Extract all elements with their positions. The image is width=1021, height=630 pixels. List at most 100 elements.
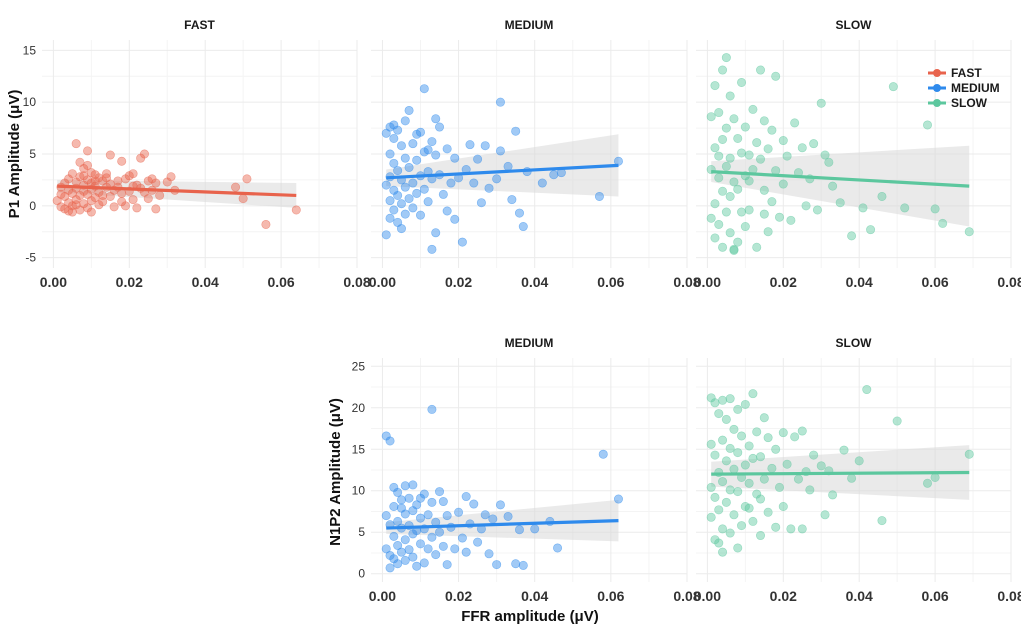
- data-point: [473, 154, 483, 164]
- data-point: [816, 461, 826, 471]
- data-point: [385, 213, 395, 223]
- data-point: [721, 456, 731, 466]
- data-point: [90, 193, 100, 203]
- data-point: [415, 539, 425, 549]
- data-point: [858, 203, 868, 213]
- panel-top-fast: FAST -5 0 5 10 15 0.00 0.02 0.04 0.06 0.08: [23, 18, 371, 290]
- data-point: [748, 389, 758, 399]
- data-point: [495, 500, 505, 510]
- data-point: [782, 459, 792, 469]
- data-point: [718, 395, 728, 405]
- data-point: [767, 197, 777, 207]
- data-point: [67, 207, 77, 217]
- data-point: [476, 198, 486, 208]
- data-point: [457, 237, 467, 247]
- data-point: [404, 105, 414, 115]
- data-point: [105, 191, 115, 201]
- data-point: [964, 449, 974, 459]
- x-tick-label: 0.02: [770, 274, 797, 290]
- data-point: [805, 485, 815, 495]
- data-point: [442, 560, 452, 570]
- data-point: [725, 153, 735, 163]
- x-tick-label: 0.08: [673, 274, 700, 290]
- data-point: [71, 200, 81, 210]
- data-point: [714, 173, 724, 183]
- data-point: [714, 219, 724, 229]
- data-point: [725, 191, 735, 201]
- x-tick-label: 0.06: [597, 274, 624, 290]
- data-point: [419, 184, 429, 194]
- data-point: [537, 178, 547, 188]
- data-point: [393, 166, 403, 176]
- data-point: [400, 555, 410, 565]
- data-point: [733, 487, 743, 497]
- data-point: [756, 531, 766, 541]
- data-point: [756, 65, 766, 75]
- data-point: [400, 116, 410, 126]
- data-point: [710, 199, 720, 209]
- data-point: [797, 524, 807, 534]
- data-point: [389, 133, 399, 143]
- data-point: [412, 155, 422, 165]
- data-point: [492, 174, 502, 184]
- data-point: [105, 150, 115, 160]
- data-point: [763, 144, 773, 154]
- data-point: [503, 161, 513, 171]
- data-point: [113, 176, 123, 186]
- data-point: [759, 185, 769, 195]
- data-point: [518, 560, 528, 570]
- data-point: [511, 126, 521, 136]
- data-point: [820, 510, 830, 520]
- panel-top-slow: SLOW 0.00 0.02 0.04 0.06 0.08: [694, 18, 1021, 290]
- data-point: [778, 502, 788, 512]
- x-tick-label: 0.04: [192, 274, 219, 290]
- top-y-axis-title: P1 Amplitude (μV): [6, 90, 23, 219]
- data-point: [790, 118, 800, 128]
- data-point: [389, 205, 399, 215]
- data-point: [511, 559, 521, 569]
- data-point: [718, 65, 728, 75]
- data-point: [748, 104, 758, 114]
- data-point: [480, 510, 490, 520]
- data-point: [389, 158, 399, 168]
- data-point: [461, 492, 471, 502]
- data-point: [242, 174, 252, 184]
- data-point: [117, 188, 127, 198]
- data-point: [740, 222, 750, 232]
- data-point: [83, 146, 93, 156]
- data-point: [385, 149, 395, 159]
- legend-dot-slow: [933, 99, 941, 107]
- data-point: [613, 494, 623, 504]
- data-point: [847, 473, 857, 483]
- legend-label-slow: SLOW: [951, 96, 988, 110]
- data-point: [759, 413, 769, 423]
- x-tick-label: 0.00: [694, 274, 721, 290]
- data-point: [740, 122, 750, 132]
- data-point: [393, 559, 403, 569]
- data-point: [714, 108, 724, 118]
- data-point: [706, 213, 716, 223]
- data-point: [381, 511, 391, 521]
- data-point: [461, 547, 471, 557]
- data-point: [400, 153, 410, 163]
- data-point: [128, 169, 138, 179]
- data-point: [797, 143, 807, 153]
- data-point: [790, 432, 800, 442]
- data-point: [389, 482, 399, 492]
- data-point: [786, 215, 796, 225]
- data-point: [155, 190, 165, 200]
- data-point: [438, 497, 448, 507]
- data-point: [862, 385, 872, 395]
- data-point: [767, 125, 777, 135]
- confidence-band: [386, 499, 619, 542]
- data-point: [763, 433, 773, 443]
- y-tick-label: 0: [358, 567, 365, 581]
- data-point: [435, 527, 445, 537]
- data-point: [381, 431, 391, 441]
- data-point: [415, 210, 425, 220]
- data-point: [733, 404, 743, 414]
- panel-title: MEDIUM: [505, 336, 554, 350]
- y-tick-label: 15: [352, 442, 366, 456]
- data-point: [721, 123, 731, 133]
- data-point: [714, 409, 724, 419]
